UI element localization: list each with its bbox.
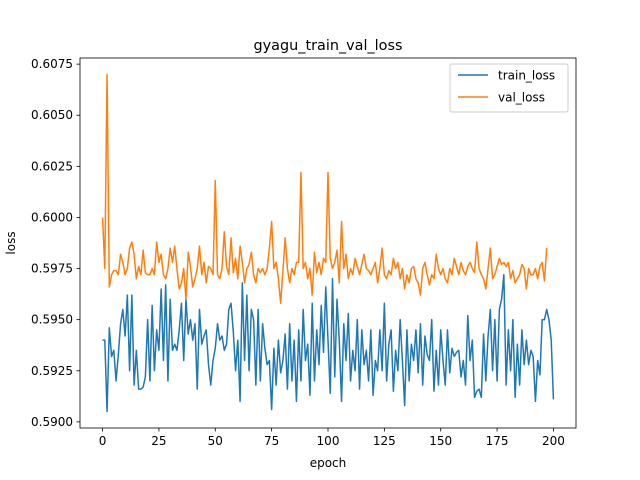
x-tick-label: 175	[486, 434, 509, 448]
x-axis-ticks: 0 25 50 75 100 125 150 175 200	[99, 428, 565, 448]
axes-frame	[79, 57, 577, 429]
x-tick-label: 100	[317, 434, 340, 448]
y-tick-label: 0.6075	[31, 57, 73, 71]
chart-title: gyagu_train_val_loss	[254, 38, 403, 54]
x-tick-label: 125	[373, 434, 396, 448]
x-tick-label: 200	[542, 434, 565, 448]
y-tick-label: 0.6025	[31, 159, 73, 173]
y-tick-label: 0.5925	[31, 364, 73, 378]
x-tick-label: 25	[151, 434, 166, 448]
series-line-val-loss	[101, 73, 548, 305]
x-tick-label: 75	[264, 434, 279, 448]
y-tick-label: 0.6000	[31, 210, 73, 224]
series-line-train-loss	[102, 273, 555, 413]
x-tick-label: 0	[99, 434, 107, 448]
plot-area	[80, 58, 576, 428]
legend: train_loss val_loss	[449, 63, 569, 113]
legend-label-val-loss: val_loss	[498, 91, 545, 105]
x-tick-label: 50	[208, 434, 223, 448]
series-layer	[101, 73, 555, 413]
y-tick-label: 0.5975	[31, 262, 73, 276]
y-axis-label: loss	[4, 231, 18, 254]
y-tick-label: 0.6050	[31, 108, 73, 122]
x-tick-label: 150	[429, 434, 452, 448]
x-axis-label: epoch	[310, 456, 347, 470]
y-axis-ticks: 0.5900 0.5925 0.5950 0.5975 0.6000 0.6025 0.60…	[31, 57, 80, 429]
legend-box	[449, 63, 569, 113]
y-tick-label: 0.5900	[31, 415, 73, 429]
y-tick-label: 0.5950	[31, 313, 73, 327]
legend-label-train-loss: train_loss	[498, 69, 555, 83]
